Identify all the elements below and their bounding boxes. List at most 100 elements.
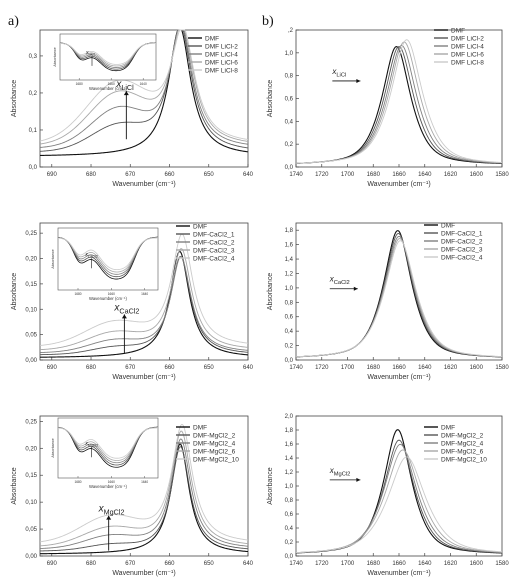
- annotation-label-sub: CaCl2: [119, 306, 139, 315]
- annotation-label-main: x: [329, 275, 335, 284]
- y-tick-label: 0,00: [25, 358, 37, 364]
- legend-label: DMF-CaCl2_2: [441, 238, 483, 245]
- y-tick-label: 1,0: [285, 51, 294, 57]
- inset-frame: [59, 33, 157, 81]
- inset-x-tick-label: 1640: [140, 82, 147, 86]
- x-tick-label: 670: [125, 172, 136, 178]
- series-line-0: [39, 29, 249, 157]
- legend-label: DMF: [441, 222, 455, 229]
- y-tick-label: 1,8: [285, 228, 294, 234]
- x-tick-label: 690: [47, 365, 58, 371]
- x-tick-label: 1740: [289, 561, 303, 567]
- inset-frame: [57, 227, 159, 291]
- x-tick-label: 1700: [341, 172, 355, 178]
- x-tick-label: 1580: [495, 561, 509, 567]
- x-tick-label: 670: [125, 561, 136, 567]
- y-tick-label: 1,2: [285, 271, 294, 277]
- y-tick-label: 0,2: [285, 142, 294, 148]
- inset-annotation-label-sub: LiCl: [89, 52, 95, 56]
- annotation-label: xCaCl2: [329, 275, 350, 286]
- x-tick-label: 1600: [470, 365, 484, 371]
- x-tick-label: 1720: [315, 172, 329, 178]
- annotation-label: xLiCl: [331, 67, 346, 78]
- legend-label: DMF-MgCl2_10: [441, 456, 487, 463]
- legend-label: DMF-MgCl2_10: [193, 456, 239, 463]
- legend-label: DMF: [193, 223, 207, 230]
- x-tick-label: 1700: [341, 365, 355, 371]
- legend-label: DMF-CaCl2_1: [441, 230, 483, 237]
- annotation-label: xMgCl2: [329, 466, 351, 477]
- annotation-label-main: x: [329, 466, 335, 475]
- y-tick-label: 0,25: [25, 231, 37, 237]
- annotation-label: xMgCl2: [98, 504, 125, 517]
- x-tick-label: 1740: [289, 172, 303, 178]
- inset-x-tick-label: 1640: [141, 292, 148, 296]
- series-line-3: [39, 430, 249, 547]
- inset-annotation-label-sub: CaCl2: [88, 255, 98, 259]
- y-axis-label: Absorbance: [11, 467, 18, 504]
- y-tick-label: 1,0: [285, 484, 294, 490]
- y-tick-label: 0,4: [285, 329, 294, 335]
- annotation-label-main: x: [113, 302, 120, 313]
- series-line-4: [295, 39, 503, 164]
- y-tick-label: 1,0: [285, 286, 294, 292]
- x-tick-label: 1620: [444, 365, 458, 371]
- legend-label: DMF-CaCl2_1: [193, 231, 235, 238]
- inset-plot: 1680 1660 1640 Wavenumber (cm⁻¹) Absorbance x…: [51, 417, 159, 489]
- y-tick-label: 1,6: [285, 243, 294, 249]
- y-axis-label: Absorbance: [11, 273, 18, 310]
- inset-x-tick-label: 1680: [74, 480, 81, 484]
- y-axis-label: Absorbance: [267, 467, 274, 504]
- inset-series-line-4: [59, 42, 157, 65]
- x-tick-label: 650: [204, 365, 215, 371]
- x-tick-label: 650: [204, 172, 215, 178]
- x-tick-label: 1740: [289, 365, 303, 371]
- legend-label: DMF-CaCl2_4: [193, 255, 235, 262]
- legend-label: DMF LiCl-8: [451, 59, 484, 66]
- y-tick-label: 0,8: [285, 498, 294, 504]
- x-tick-label: 690: [47, 172, 58, 178]
- annotation-arrowhead: [353, 286, 358, 291]
- inset-annotation-label-main: x: [84, 441, 88, 447]
- legend-label: DMF-MgCl2_2: [193, 432, 236, 439]
- y-tick-label: 1,6: [285, 442, 294, 448]
- x-axis-label: Wavenumber (cm⁻¹): [367, 181, 430, 188]
- y-axis-label: Absorbance: [267, 80, 274, 117]
- y-tick-label: 0,0: [285, 165, 294, 171]
- inset-annotation-label-main: x: [85, 50, 89, 56]
- y-tick-label: 0,10: [25, 500, 37, 506]
- inset-x-tick-label: 1660: [108, 82, 115, 86]
- legend-label: DMF: [441, 424, 455, 431]
- inset-annotation-label: xMgCl2: [84, 441, 98, 448]
- y-tick-label: 0,1: [29, 128, 38, 134]
- series-line-4: [295, 240, 503, 358]
- y-tick-label: 0,6: [285, 315, 294, 321]
- x-axis-label: Wavenumber (cm⁻¹): [112, 570, 175, 577]
- x-tick-label: 680: [86, 365, 97, 371]
- legend-label: DMF LiCl-2: [451, 35, 484, 42]
- inset-x-axis-label: Wavenumber (cm⁻¹): [89, 296, 127, 301]
- annotation-label-main: x: [331, 67, 337, 76]
- y-tick-label: ,2: [288, 28, 294, 34]
- x-tick-label: 690: [47, 561, 58, 567]
- legend-label: DMF LiCl-4: [451, 43, 484, 50]
- annotation-label-main: x: [98, 504, 105, 515]
- x-tick-label: 680: [86, 561, 97, 567]
- legend-label: DMF-CaCl2_4: [441, 254, 483, 261]
- x-tick-label: 640: [243, 365, 254, 371]
- y-tick-label: 0,15: [25, 473, 37, 479]
- annotation-arrowhead: [121, 314, 127, 319]
- y-tick-label: 0,0: [29, 165, 38, 171]
- inset-annotation-label: xCaCl2: [84, 252, 98, 259]
- plot-frame: [39, 222, 249, 361]
- y-tick-label: 0,0: [285, 554, 294, 560]
- y-tick-label: 0,2: [285, 540, 294, 546]
- series-line-1: [39, 29, 249, 152]
- annotation-arrowhead: [356, 477, 361, 482]
- legend-label: DMF: [205, 35, 219, 42]
- x-tick-label: 1580: [495, 365, 509, 371]
- inset-x-tick-label: 1640: [141, 480, 148, 484]
- x-tick-label: 1640: [418, 172, 432, 178]
- legend-label: DMF LiCl-6: [451, 51, 484, 58]
- x-tick-label: 1600: [470, 561, 484, 567]
